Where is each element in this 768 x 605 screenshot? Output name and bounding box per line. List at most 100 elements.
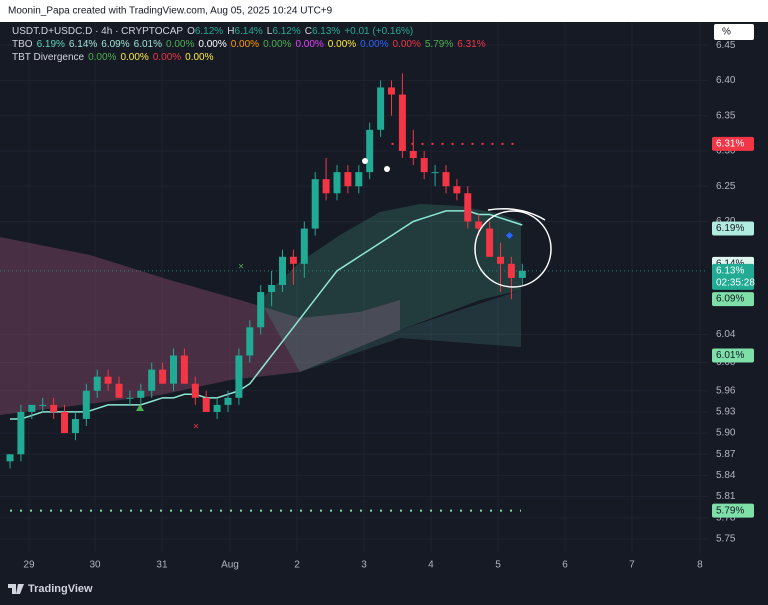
plot-bg bbox=[0, 22, 708, 555]
legend-row: TBT Divergence 0.00% 0.00% 0.00% 0.00% bbox=[12, 52, 214, 63]
candle-body bbox=[507, 263, 515, 278]
x-tick-label: 2 bbox=[294, 560, 300, 571]
candle-body bbox=[137, 390, 145, 398]
legend-item: C bbox=[305, 26, 312, 37]
legend-item: 0.00% bbox=[328, 39, 356, 50]
sell-marker: × bbox=[193, 422, 199, 433]
cloud-lower bbox=[300, 290, 521, 372]
candle-body bbox=[39, 404, 47, 406]
scale-unit: % bbox=[722, 27, 731, 38]
candle-body bbox=[61, 411, 69, 434]
candle-body bbox=[442, 172, 450, 187]
legend-item: 6.14% bbox=[234, 26, 262, 37]
candle-body bbox=[115, 383, 123, 398]
legend-item: TBO bbox=[12, 39, 33, 50]
x-tick-label: 7 bbox=[629, 560, 635, 571]
dot-marker bbox=[384, 166, 390, 172]
x-tick-label: 31 bbox=[156, 560, 168, 571]
candle-body bbox=[191, 383, 199, 398]
legend-item: 6.31% bbox=[457, 39, 485, 50]
price-tag bbox=[712, 221, 754, 236]
candle-body bbox=[28, 404, 36, 412]
footer bbox=[0, 578, 768, 600]
candle-body bbox=[159, 369, 167, 384]
candle-body bbox=[235, 355, 243, 398]
legend-item: L bbox=[267, 26, 273, 37]
legend-item: 6.09% bbox=[101, 39, 129, 50]
candle-body bbox=[300, 228, 308, 264]
legend-item: 0.00% bbox=[295, 39, 323, 50]
cloud-pink bbox=[0, 237, 400, 415]
legend-item: TBT Divergence bbox=[12, 52, 85, 63]
candle-body bbox=[496, 256, 504, 264]
x-tick-label: 4 bbox=[428, 560, 434, 571]
x-tick-label: 30 bbox=[89, 560, 101, 571]
candle-body bbox=[82, 390, 90, 419]
price-tag bbox=[712, 136, 754, 151]
legend-item: 0.00% bbox=[153, 52, 181, 63]
price-tag-label: 6.01% bbox=[716, 350, 744, 361]
legend-item: 0.00% bbox=[360, 39, 388, 50]
y-tick-label: 6.35 bbox=[716, 110, 736, 121]
tbo-line bbox=[10, 210, 523, 420]
candle-body bbox=[518, 270, 526, 278]
legend-item: O bbox=[187, 26, 195, 37]
legend-item: 6.14% bbox=[69, 39, 97, 50]
y-tick-label: 5.84 bbox=[716, 470, 736, 481]
y-tick-label: 5.81 bbox=[716, 491, 736, 502]
candle-body bbox=[486, 228, 494, 257]
brand: TradingView bbox=[28, 583, 93, 595]
candle-body bbox=[246, 327, 254, 356]
legend-item: 6.12% bbox=[272, 26, 300, 37]
legend-item: H bbox=[227, 26, 234, 37]
candle-body bbox=[289, 256, 297, 264]
x-tick-label: 8 bbox=[697, 560, 703, 571]
candle-body bbox=[148, 369, 156, 391]
y-tick-label: 6.45 bbox=[716, 40, 736, 51]
y-tick-label: 6.30 bbox=[716, 146, 736, 157]
dot-marker bbox=[362, 158, 368, 164]
y-tick-label: 6.04 bbox=[716, 329, 736, 340]
cloud-teal bbox=[260, 204, 521, 372]
legend-item: +0.01 (+0.16%) bbox=[344, 26, 413, 37]
scale-unit-box bbox=[714, 24, 754, 40]
candle-body bbox=[355, 172, 363, 187]
brand-logo bbox=[8, 584, 24, 594]
x-tick-label: 5 bbox=[495, 560, 501, 571]
drawn-circle bbox=[474, 210, 552, 288]
legend-item: 0.00% bbox=[120, 52, 148, 63]
candle-body bbox=[202, 397, 210, 412]
candle-body bbox=[311, 179, 319, 229]
candle-body bbox=[366, 129, 374, 173]
y-tick-label: 6.25 bbox=[716, 181, 736, 192]
legend-item: 0.00% bbox=[263, 39, 291, 50]
candle-body bbox=[344, 172, 352, 187]
legend-item: 5.79% bbox=[425, 39, 453, 50]
legend-item: 6.13% bbox=[312, 26, 340, 37]
candle-body bbox=[6, 454, 14, 462]
candle-body bbox=[431, 172, 439, 174]
credit: Moonin_Papa created with TradingView.com… bbox=[8, 6, 333, 17]
candle-body bbox=[224, 397, 232, 405]
legend-row: USDT.D+USDC.D · 4h · CRYPTOCAP O6.12% H6.1… bbox=[12, 26, 413, 37]
candle-body bbox=[104, 376, 112, 384]
legend-row: TBO 6.19% 6.14% 6.09% 6.01% 0.00% 0.00% 0.00% 0.… bbox=[12, 39, 486, 50]
candle-body bbox=[17, 411, 25, 455]
candle-body bbox=[377, 87, 385, 130]
y-tick-label: 5.75 bbox=[716, 534, 736, 545]
x-tick-label: Aug bbox=[221, 560, 239, 571]
candle-body bbox=[268, 284, 276, 293]
candle-body bbox=[71, 418, 79, 434]
x-tick-label: 3 bbox=[361, 560, 367, 571]
candle-body bbox=[170, 355, 178, 384]
price-tag bbox=[712, 503, 754, 518]
candle-body bbox=[126, 397, 134, 399]
y-tick-label: 6.00 bbox=[716, 357, 736, 368]
price-tag-label: 5.79% bbox=[716, 505, 744, 516]
legend-item: 6.19% bbox=[37, 39, 65, 50]
candle-body bbox=[409, 150, 417, 159]
cross-marker: × bbox=[238, 262, 244, 273]
price-tag-label: 6.09% bbox=[716, 294, 744, 305]
